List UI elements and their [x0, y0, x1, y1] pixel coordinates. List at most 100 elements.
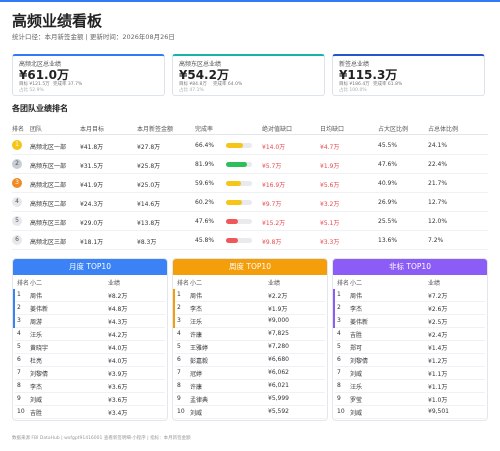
leaderboard-column: 排名 — [17, 280, 30, 287]
leaderboard-cell: 周游 — [30, 319, 43, 326]
row-rule — [12, 211, 488, 212]
cell-rate-label: 47.6% — [195, 218, 215, 225]
row-rule — [175, 301, 325, 302]
row-rule — [335, 340, 485, 341]
cell-daily-gap: ¥3.3万 — [320, 239, 340, 246]
rate-track — [226, 219, 252, 224]
column-header: 排名 — [12, 126, 25, 133]
kpi-card: 高频东区总业绩 ¥54.2万 目标 ¥84.8万 完成率 64.0% 占比 47.1% — [172, 54, 325, 96]
leaderboard-cell: 冠婷 — [190, 371, 203, 378]
leaderboard-cell: ¥3.6万 — [108, 397, 128, 404]
row-rule — [175, 327, 325, 328]
leaderboard-cell: ¥1.2万 — [428, 358, 448, 365]
cell-region-share: 26.9% — [378, 199, 398, 206]
leaderboard-cell: 2 — [337, 304, 341, 311]
leaderboard-cell: 周伟 — [350, 293, 363, 300]
cell-daily-gap: ¥4.7万 — [320, 144, 340, 151]
leaderboard-cell: 彭嘉毅 — [190, 358, 209, 365]
card-share: 占比 100.0% — [339, 88, 367, 93]
cell-gap: ¥16.9万 — [262, 182, 286, 189]
cell-rate-label: 60.2% — [195, 199, 215, 206]
leaderboard-cell: 1 — [177, 291, 181, 298]
row-rule — [175, 353, 325, 354]
leaderboard-cell: 吉胜 — [350, 332, 363, 339]
row-rule — [335, 418, 485, 419]
card-share: 占比 47.1% — [179, 88, 204, 93]
card-value: ¥61.0万 — [19, 68, 69, 82]
leaderboard-column: 小二 — [30, 280, 43, 287]
cell-total-share: 12.7% — [428, 199, 448, 206]
row-rule — [335, 301, 485, 302]
row-rule — [12, 154, 488, 155]
leaderboard-cell: ¥2.2万 — [268, 293, 288, 300]
cell-signed: ¥25.0万 — [137, 182, 161, 189]
row-rule — [12, 230, 488, 231]
leaderboard-cell: 1 — [337, 291, 341, 298]
cell-team: 高频北区二部 — [30, 182, 67, 189]
cell-signed: ¥8.3万 — [137, 239, 157, 246]
cell-team: 高频北区三部 — [30, 239, 67, 246]
cell-signed: ¥25.8万 — [137, 163, 161, 170]
cell-signed: ¥14.6万 — [137, 201, 161, 208]
leaderboard-cell: 4 — [177, 330, 181, 337]
leaderboard-cell: ¥2.4万 — [428, 332, 448, 339]
row-rule — [15, 340, 165, 341]
leaderboard-cell: ¥1.1万 — [428, 384, 448, 391]
cell-total-share: 7.2% — [428, 237, 444, 244]
leaderboard-cell: 6 — [337, 356, 341, 363]
kpi-card: 高频北区总业绩 ¥61.0万 目标 ¥121.5万 完成率 37.7% 占比 52.9% — [12, 54, 165, 96]
rate-bar — [226, 219, 239, 224]
table-rule — [12, 134, 488, 135]
rank-badge: 3 — [12, 178, 22, 188]
leaderboard-cell: 8 — [337, 382, 341, 389]
kpi-card: 新签总业绩 ¥115.3万 目标 ¥186.4万 完成率 61.8% 占比 100.0% — [332, 54, 485, 96]
cell-target: ¥18.1万 — [80, 239, 104, 246]
footer: 数据来源 FBI DataHub | wxfgpt91416001 查看新签明细… — [12, 436, 191, 441]
leaderboard-cell: 7 — [337, 369, 341, 376]
leaderboard-cell: 8 — [17, 382, 21, 389]
section-title: 各团队业绩排名 — [12, 104, 68, 113]
leaderboard-cell: 吉胜 — [30, 410, 43, 417]
card-title: 高频东区总业绩 — [179, 61, 222, 68]
leaderboard-cell: 周伟 — [30, 293, 43, 300]
row-rule — [12, 173, 488, 174]
leaderboard-header: 月度 TOP10 — [13, 259, 167, 275]
leaderboard-cell: 刘威 — [190, 410, 203, 417]
leaderboard-cell: ¥9,501 — [428, 408, 449, 415]
row-rule — [335, 353, 485, 354]
leaderboard-cell: ¥4.3万 — [108, 319, 128, 326]
leaderboard-cell: 孟律典 — [190, 397, 209, 404]
leaderboard-cell: 8 — [177, 382, 181, 389]
leaderboard-header: 非标 TOP10 — [333, 259, 487, 275]
cell-target: ¥29.0万 — [80, 220, 104, 227]
leaderboard-header: 周度 TOP10 — [173, 259, 327, 275]
leaderboard-cell: 2 — [17, 304, 21, 311]
row-rule — [175, 418, 325, 419]
leaderboard-cell: 7 — [17, 369, 21, 376]
row-rule — [175, 314, 325, 315]
cell-rate-label: 59.6% — [195, 180, 215, 187]
leaderboard-cell: 李杰 — [30, 384, 43, 391]
cell-gap: ¥5.7万 — [262, 163, 282, 170]
card-rate: 完成率 37.7% — [53, 82, 83, 87]
leaderboard-cell: 3 — [177, 317, 181, 324]
row-rule — [15, 314, 165, 315]
column-header: 绝对值缺口 — [262, 126, 293, 133]
cell-signed: ¥13.8万 — [137, 220, 161, 227]
cell-region-share: 25.5% — [378, 218, 398, 225]
column-header: 完成率 — [195, 126, 214, 133]
leaderboard-cell: ¥1.9万 — [268, 306, 288, 313]
leaderboard-cell: 刘威 — [30, 397, 43, 404]
cell-target: ¥41.8万 — [80, 144, 104, 151]
rank-badge: 6 — [12, 235, 22, 245]
leaderboard-cell: ¥6,062 — [268, 369, 289, 376]
rate-bar — [226, 181, 242, 186]
leaderboard-cell: 刘黎倩 — [350, 358, 369, 365]
cell-total-share: 24.1% — [428, 142, 448, 149]
top-accent — [173, 302, 175, 315]
cell-gap: ¥9.7万 — [262, 201, 282, 208]
row-rule — [15, 353, 165, 354]
top-accent — [333, 289, 335, 302]
card-target: 目标 ¥84.8万 — [179, 82, 207, 87]
leaderboard-cell: ¥7,825 — [268, 330, 289, 337]
